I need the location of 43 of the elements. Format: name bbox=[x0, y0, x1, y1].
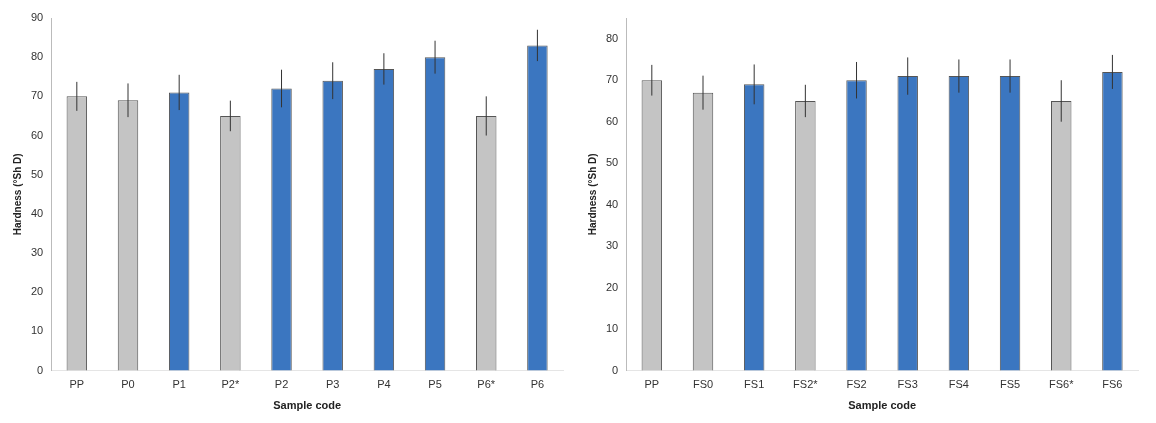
x-tick-label: PP bbox=[644, 378, 660, 391]
x-tick-label: P1 bbox=[172, 378, 186, 391]
y-tick-label: 60 bbox=[605, 114, 619, 127]
y-tick-label: 20 bbox=[30, 285, 44, 298]
x-tick-label: FS6 bbox=[1102, 378, 1123, 391]
x-tick-label: FS1 bbox=[744, 378, 765, 391]
y-axis-title: Hardness (°Sh D) bbox=[586, 153, 598, 236]
y-tick-label: 40 bbox=[30, 206, 44, 219]
x-axis-title: Sample code bbox=[848, 399, 917, 412]
y-tick-label: 70 bbox=[30, 89, 44, 102]
y-axis-title: Hardness (°Sh D) bbox=[11, 153, 23, 236]
x-tick-label: FS5 bbox=[999, 378, 1021, 391]
x-tick-label: FS2* bbox=[793, 378, 819, 391]
x-tick-label: FS6* bbox=[1049, 378, 1075, 391]
y-tick-label: 80 bbox=[605, 31, 619, 44]
y-tick-label: 40 bbox=[605, 197, 619, 210]
x-axis-title: Sample code bbox=[273, 399, 342, 412]
y-tick-label: 30 bbox=[605, 239, 619, 252]
y-tick-label: 50 bbox=[605, 156, 619, 169]
y-tick-label: 90 bbox=[30, 11, 44, 24]
x-tick-label: PP bbox=[69, 378, 85, 391]
x-tick-label: P2 bbox=[274, 378, 289, 391]
x-tick-label: P6 bbox=[530, 378, 545, 391]
x-tick-label: P3 bbox=[325, 378, 340, 391]
x-tick-label: FS4 bbox=[948, 378, 969, 391]
x-tick-label: P6* bbox=[477, 378, 496, 391]
x-tick-label: P2* bbox=[221, 378, 240, 391]
x-tick-label: FS2 bbox=[846, 378, 867, 391]
x-tick-label: FS0 bbox=[692, 378, 714, 391]
y-tick-label: 20 bbox=[605, 280, 619, 293]
x-tick-label: P4 bbox=[377, 378, 391, 391]
y-tick-label: 70 bbox=[605, 73, 619, 86]
y-tick-label: 80 bbox=[30, 50, 44, 63]
y-tick-label: 0 bbox=[37, 363, 44, 376]
y-tick-label: 10 bbox=[605, 322, 619, 335]
y-tick-label: 10 bbox=[30, 324, 44, 337]
x-tick-label: P0 bbox=[121, 378, 135, 391]
x-tick-label: FS3 bbox=[897, 378, 918, 391]
y-tick-label: 30 bbox=[30, 246, 44, 259]
y-tick-label: 60 bbox=[30, 128, 44, 141]
y-tick-label: 0 bbox=[612, 363, 619, 376]
y-tick-label: 50 bbox=[30, 167, 44, 180]
x-tick-label: P5 bbox=[428, 378, 442, 391]
